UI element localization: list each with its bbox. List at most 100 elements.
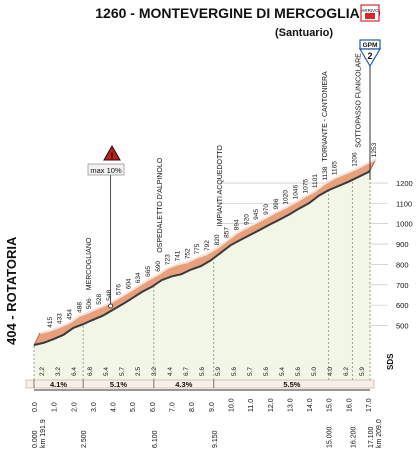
label-layer: 4.1% 5.1% 4.3% 5.5% 2.2 3.2 6.4 6.8 5.4 5.7 2.5 3.2… — [32, 53, 383, 448]
altitude-label: 634 — [135, 272, 142, 283]
start-label: 404 - ROTATORIA — [4, 236, 19, 345]
gradient-band — [25, 379, 375, 389]
altitude-label: 1101 — [312, 174, 319, 188]
altitude-label: 894 — [233, 219, 240, 230]
km-tick-label: 16.0 — [346, 398, 353, 412]
per-km-gradient-value: 5.4 — [279, 367, 286, 376]
gpm-label: GPM — [363, 42, 378, 49]
altitude-label: 820 — [214, 234, 221, 245]
km-mark-label: 6.100 — [152, 430, 159, 448]
altitude-label: 857 — [224, 227, 231, 238]
km-tick-label: 1.0 — [52, 402, 59, 412]
gpm-category: 2 — [367, 51, 372, 61]
y-tick-label: 900 — [396, 240, 409, 249]
altitude-label: 576 — [116, 284, 123, 295]
km-tick-label: 14.0 — [307, 398, 314, 412]
altitude-label: 920 — [243, 214, 250, 225]
per-km-gradient-value: 3.2 — [151, 367, 158, 376]
profile-top-edge — [39, 157, 377, 334]
profile-area-layer — [25, 157, 377, 389]
finish-title: 1260 - MONTEVERGINE DI MERCOGLIANO — [95, 5, 381, 21]
altitude-label: 1206 — [351, 152, 358, 167]
altitude-label: 1165 — [332, 161, 339, 175]
profile-underfill — [34, 170, 370, 388]
landmark-label: TORNANTE - CANTONIERA — [322, 71, 329, 162]
landmark-label: OSPEDALETTO D'ALPINOLO — [157, 157, 164, 253]
per-km-gradient-value: 5.0 — [311, 367, 318, 376]
km-tick-label: 12.0 — [268, 398, 275, 412]
per-km-gradient-value: 2.5 — [135, 367, 142, 376]
finish-flag-icon — [365, 13, 375, 19]
altitude-label: 433 — [57, 313, 64, 324]
segment-gradient-label: 5.5% — [283, 380, 300, 389]
per-km-gradient-value: 5.6 — [231, 367, 238, 376]
km-mark-label: 2.500 — [81, 430, 88, 448]
per-km-gradient-value: 6.8 — [87, 367, 94, 376]
altitude-label: 604 — [125, 278, 132, 289]
km-tick-label: 9.0 — [209, 402, 216, 412]
per-km-gradient-value: 6.4 — [71, 367, 78, 376]
km-mark-label: 16.200 — [350, 426, 357, 448]
per-km-gradient-value: 6.2 — [343, 367, 350, 376]
per-km-gradient-value: 5.7 — [119, 367, 126, 376]
segment-gradient-label: 4.3% — [175, 380, 192, 389]
km-tick-label: 11.0 — [248, 399, 255, 412]
arrivo-label: ARRIVO — [361, 8, 379, 13]
svg-text:!: ! — [111, 151, 114, 161]
altitude-label: 415 — [47, 317, 54, 328]
altitude-label: 970 — [263, 204, 270, 215]
altitude-label: 1253 — [371, 142, 378, 157]
km-tick-label: 5.0 — [130, 402, 137, 412]
per-km-gradient-value: 5.6 — [263, 367, 270, 376]
landmark-label: SOTTOPASSO FUNICOLARE — [355, 53, 362, 148]
altitude-label: 690 — [155, 261, 162, 272]
km-tick-label: 15.0 — [327, 398, 334, 412]
km-end-label: km 209.0 — [376, 419, 383, 448]
per-km-gradient-value: 5.9 — [215, 367, 222, 376]
altitude-label: 1138 — [322, 166, 329, 180]
km-mark-label: 17.100 — [368, 426, 375, 448]
altitude-label: 548 — [106, 289, 113, 300]
km-tick-label: 2.0 — [71, 402, 78, 412]
altitude-label: 1046 — [292, 185, 299, 200]
landmark-label: IMPIANTI ACQUEDOTTO — [217, 145, 224, 227]
finish-subtitle: (Santuario) — [275, 27, 333, 39]
segment-gradient-label: 5.1% — [110, 380, 127, 389]
per-km-gradient-value: 3.2 — [55, 367, 62, 376]
per-km-gradient-value: 5.4 — [103, 367, 110, 376]
altitude-label: 792 — [204, 240, 211, 251]
km-tick-label: 8.0 — [189, 402, 196, 412]
km-tick-label: 17.0 — [366, 398, 373, 412]
altitude-label: 528 — [96, 294, 103, 305]
altitude-label: 723 — [165, 254, 172, 265]
y-tick-label: 500 — [396, 321, 409, 330]
km-start-label: km 191.9 — [40, 419, 47, 448]
altitude-label: 665 — [145, 266, 152, 277]
km-tick-label: 7.0 — [170, 402, 177, 412]
landmark-label: MERCOGLIANO — [86, 237, 93, 290]
altitude-label: 488 — [76, 302, 83, 313]
per-km-gradient-value: 4.4 — [167, 367, 174, 376]
gpm-badge: GPM 2 — [358, 39, 382, 68]
max-gradient-label: max 10% — [90, 166, 122, 175]
km-tick-label: 4.0 — [111, 402, 118, 412]
warning-triangle-icon — [103, 144, 121, 161]
km-tick-label: 13.0 — [287, 398, 294, 412]
per-km-gradient-value: 4.0 — [327, 367, 334, 376]
altitude-label: 945 — [253, 209, 260, 220]
km-tick-label: 0.0 — [32, 402, 39, 412]
km-mark-label: 0.000 — [32, 430, 39, 448]
per-km-gradient-value: 5.6 — [295, 367, 302, 376]
per-km-gradient-value: 2.2 — [39, 367, 46, 376]
y-tick-label: 1200 — [396, 179, 413, 188]
profile-road-line — [33, 169, 371, 346]
altitude-label: 775 — [194, 243, 201, 254]
per-km-gradient-value: 5.6 — [199, 367, 206, 376]
per-km-gradient-value: 6.7 — [183, 367, 190, 376]
segment-gradient-label: 4.1% — [50, 380, 67, 389]
max-gradient-point — [108, 303, 114, 309]
km-tick-label: 3.0 — [91, 402, 98, 412]
km-mark-label: 15.000 — [327, 426, 334, 448]
altitude-label: 752 — [184, 248, 191, 259]
